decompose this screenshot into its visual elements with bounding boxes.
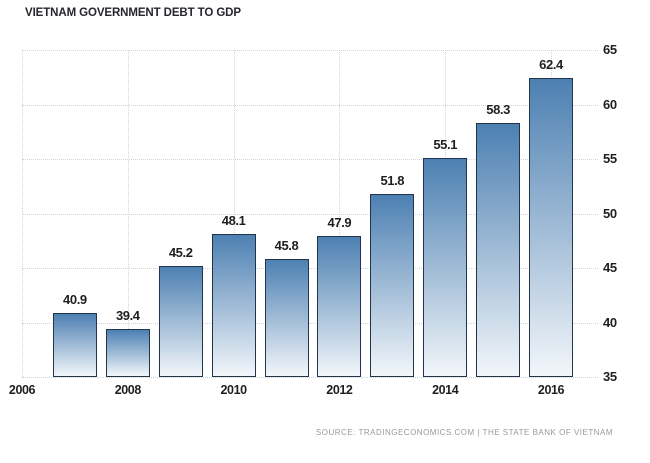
bar-2016[interactable] bbox=[529, 78, 573, 377]
v-gridline-2012 bbox=[339, 50, 341, 377]
y-tick-label-55: 55 bbox=[603, 151, 617, 166]
y-tick-label-50: 50 bbox=[603, 205, 617, 221]
x-tick-label-2016: 2016 bbox=[537, 383, 565, 397]
y-tick-label-60: 60 bbox=[603, 96, 617, 112]
bar-value-label-2014: 55.1 bbox=[433, 136, 458, 152]
x-tick-label-2014: 2014 bbox=[432, 383, 459, 397]
bar-value-label-2010: 48.1 bbox=[221, 213, 246, 229]
v-gridline-2006 bbox=[22, 50, 23, 377]
y-tick-label-45: 45 bbox=[603, 260, 617, 275]
h-gridline-35 bbox=[22, 377, 598, 378]
h-gridline-65 bbox=[22, 50, 598, 51]
h-gridline-60 bbox=[22, 104, 598, 106]
x-tick-label-2008: 2008 bbox=[114, 383, 142, 397]
chart-title: VIETNAM GOVERNMENT DEBT TO GDP bbox=[25, 7, 241, 19]
v-gridline-2010 bbox=[233, 50, 235, 377]
h-gridline-40 bbox=[22, 322, 598, 324]
source-attribution-link[interactable]: SOURCE: TRADINGECONOMICS.COM | THE STATE… bbox=[315, 428, 613, 437]
bar-value-label-2009: 45.2 bbox=[168, 244, 193, 260]
bar-value-label-2015: 58.3 bbox=[486, 102, 510, 118]
bar-2012[interactable] bbox=[317, 236, 362, 377]
bar-value-label-2011: 45.8 bbox=[274, 238, 299, 254]
bar-2008[interactable] bbox=[105, 329, 150, 377]
bar-value-label-2016: 62.4 bbox=[539, 57, 563, 73]
bar-2009[interactable] bbox=[158, 265, 203, 377]
bar-value-label-2012: 47.9 bbox=[327, 215, 352, 231]
h-gridline-45 bbox=[22, 268, 598, 269]
bar-2010[interactable] bbox=[211, 234, 256, 377]
bar-value-label-2013: 51.8 bbox=[380, 172, 405, 188]
x-tick-label-2012: 2012 bbox=[326, 383, 353, 397]
bar-2015[interactable] bbox=[476, 123, 521, 377]
y-tick-label-40: 40 bbox=[603, 314, 617, 330]
bar-2011[interactable] bbox=[264, 259, 309, 377]
bar-2013[interactable] bbox=[370, 193, 415, 377]
y-tick-label-65: 65 bbox=[603, 42, 617, 57]
h-gridline-55 bbox=[22, 159, 598, 160]
y-tick-label-35: 35 bbox=[603, 369, 617, 384]
x-tick-label-2006: 2006 bbox=[8, 383, 36, 397]
bar-value-label-2007: 40.9 bbox=[63, 291, 87, 307]
x-tick-label-2010: 2010 bbox=[220, 383, 247, 397]
h-gridline-50 bbox=[22, 213, 598, 215]
bar-2007[interactable] bbox=[52, 312, 97, 377]
v-gridline-2008 bbox=[127, 50, 129, 377]
bar-2014[interactable] bbox=[423, 157, 468, 377]
bar-value-label-2008: 39.4 bbox=[115, 308, 140, 324]
